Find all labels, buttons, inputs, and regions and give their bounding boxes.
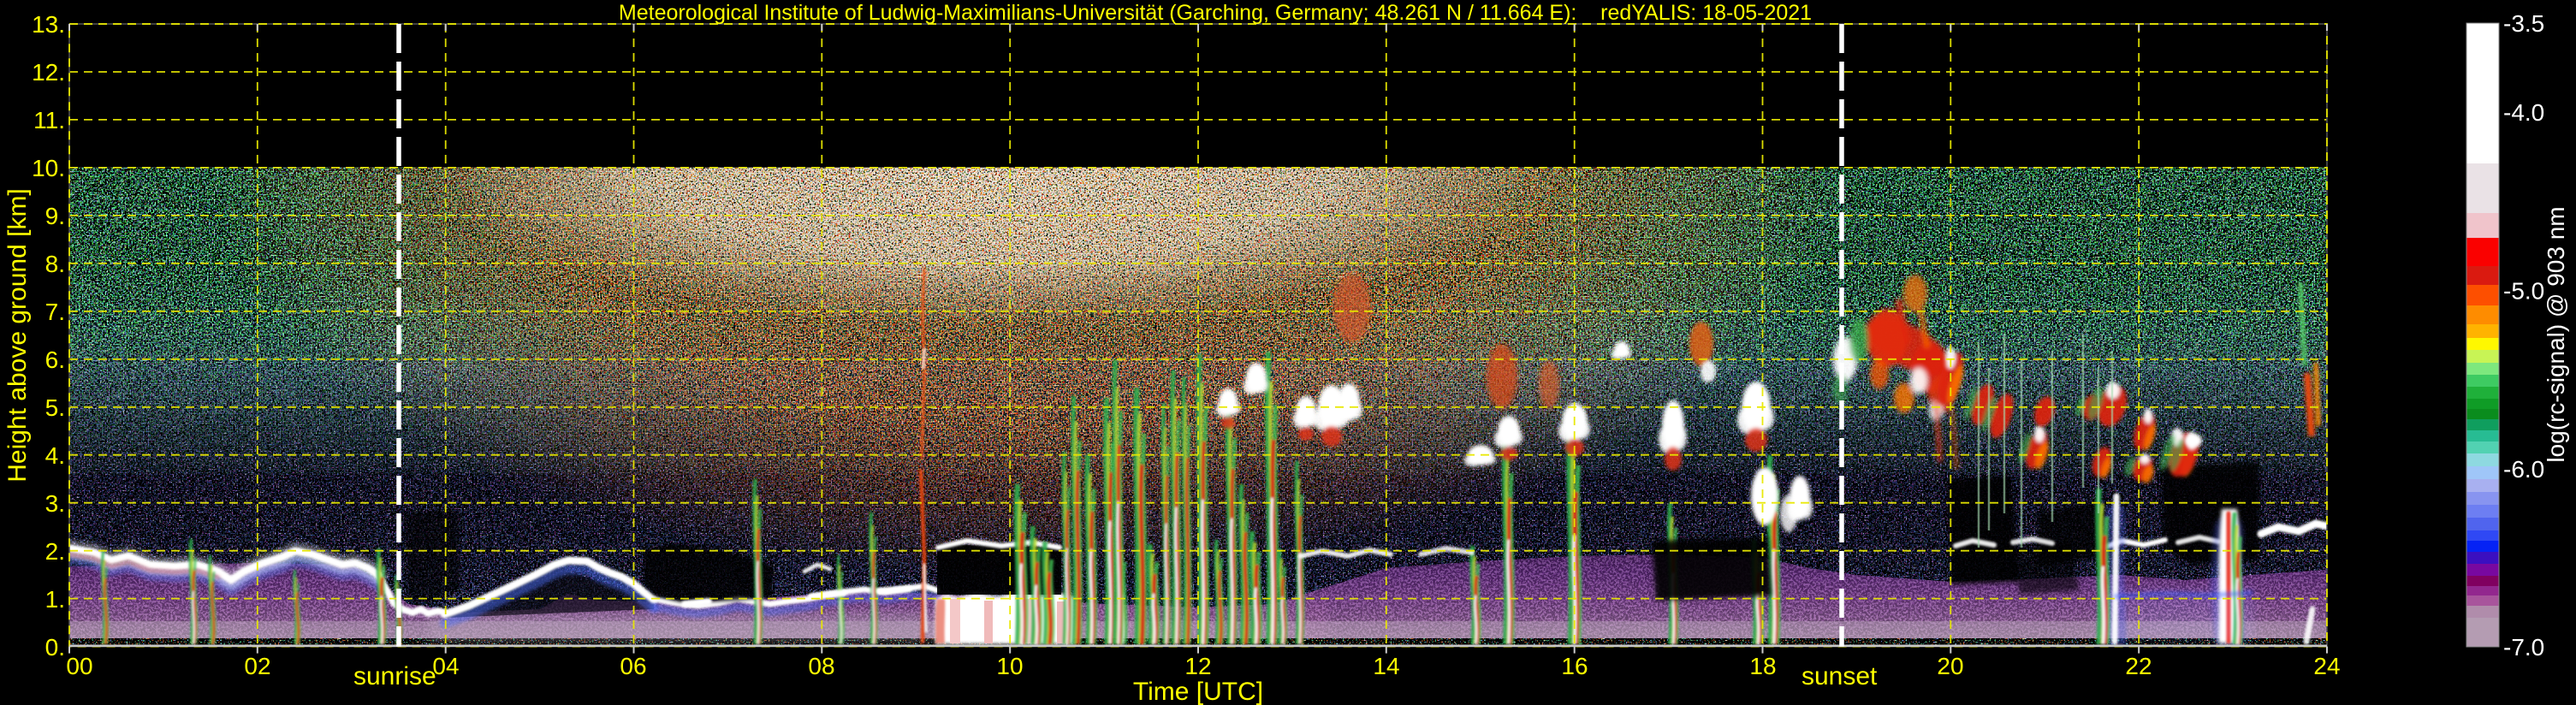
svg-text:18: 18 (1749, 653, 1776, 679)
svg-text:-4.0: -4.0 (2503, 99, 2544, 126)
svg-text:00: 00 (66, 653, 92, 679)
svg-text:12: 12 (1184, 653, 1211, 679)
svg-text:12.: 12. (32, 59, 65, 86)
svg-text:13.: 13. (32, 11, 65, 38)
svg-text:-6.0: -6.0 (2503, 456, 2544, 483)
svg-text:9.: 9. (45, 203, 65, 229)
svg-text:0.: 0. (45, 634, 65, 661)
svg-text:2.: 2. (45, 538, 65, 565)
svg-text:11.: 11. (33, 107, 65, 133)
svg-text:6.: 6. (45, 347, 65, 373)
svg-text:24: 24 (2313, 653, 2340, 679)
svg-text:02: 02 (244, 653, 270, 679)
svg-text:log(rc-signal) @ 903 nm: log(rc-signal) @ 903 nm (2543, 206, 2569, 462)
svg-text:20: 20 (1937, 653, 1963, 679)
svg-text:04: 04 (432, 653, 459, 679)
svg-text:06: 06 (620, 653, 646, 679)
svg-text:22: 22 (2125, 653, 2152, 679)
svg-text:16: 16 (1561, 653, 1588, 679)
svg-text:3.: 3. (45, 490, 65, 517)
svg-text:08: 08 (808, 653, 834, 679)
svg-text:-3.5: -3.5 (2503, 10, 2544, 37)
svg-text:7.: 7. (45, 299, 65, 325)
svg-text:4.: 4. (45, 442, 65, 469)
svg-text:1.: 1. (45, 586, 65, 613)
svg-text:8.: 8. (45, 251, 65, 277)
svg-text:5.: 5. (45, 394, 65, 421)
svg-text:10.: 10. (32, 155, 65, 181)
svg-text:sunrise: sunrise (353, 662, 436, 690)
svg-text:10: 10 (996, 653, 1023, 679)
svg-text:Time [UTC]: Time [UTC] (1133, 678, 1263, 705)
svg-text:-5.0: -5.0 (2503, 278, 2544, 305)
svg-text:Meteorological Institute of Lu: Meteorological Institute of Ludwig-Maxim… (619, 1, 1812, 25)
svg-text:Height above ground [km]: Height above ground [km] (3, 188, 32, 483)
svg-text:sunset: sunset (1801, 662, 1878, 690)
svg-text:-7.0: -7.0 (2503, 634, 2544, 661)
svg-text:14: 14 (1373, 653, 1399, 679)
